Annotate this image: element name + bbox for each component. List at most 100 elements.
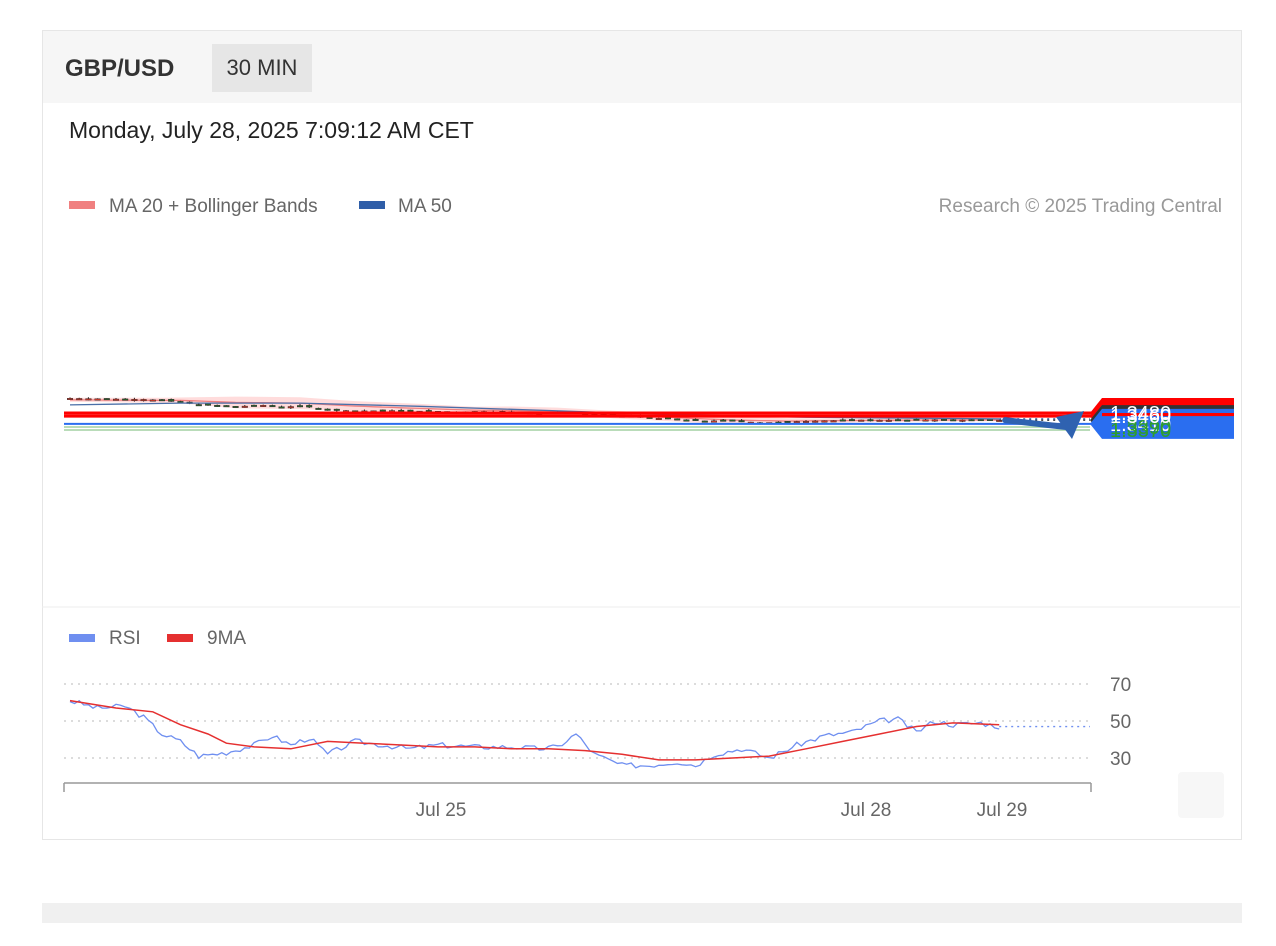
candle-body <box>140 399 147 402</box>
candle-body <box>379 409 386 412</box>
candle-body <box>297 405 304 408</box>
rsi-tick-50: 50 <box>1110 712 1131 733</box>
candle-body <box>941 418 948 421</box>
candle-body <box>112 398 119 401</box>
rsi-ma-legend-label: 9MA <box>207 628 246 649</box>
rsi-pane: 70 50 30 <box>64 675 1131 770</box>
candle-body <box>398 409 405 412</box>
candle-body <box>333 408 340 411</box>
rsi-ma-line <box>69 699 1000 761</box>
candle-body <box>885 419 892 422</box>
rsi-line <box>69 699 1000 769</box>
candle-body <box>306 405 313 408</box>
candle-body <box>232 406 239 408</box>
candle-body <box>122 398 129 401</box>
ma50-legend-label: MA 50 <box>398 196 452 217</box>
candle-body <box>674 418 681 421</box>
candle-body <box>85 398 92 401</box>
ma20-legend-label: MA 20 + Bollinger Bands <box>109 196 318 217</box>
resistance-tag-joiner <box>1102 413 1234 417</box>
copyright-note: Research © 2025 Trading Central <box>939 196 1222 217</box>
candle-body <box>407 409 414 412</box>
candle-body <box>821 420 828 423</box>
candle-body <box>692 419 699 421</box>
candle-body <box>278 406 285 409</box>
candle-body <box>214 404 221 407</box>
candle-body <box>94 398 101 401</box>
timeframe-badge[interactable]: 30 MIN <box>212 44 312 92</box>
candle-body <box>968 419 975 422</box>
candle-body <box>729 419 736 422</box>
rsi-tick-30: 30 <box>1110 749 1131 770</box>
rsi-legend-label: RSI <box>109 628 141 649</box>
forecast-arrow-head <box>1056 411 1084 439</box>
candle-body <box>260 405 267 407</box>
candle-body <box>250 404 257 407</box>
level-pivot-1-3410-tag <box>1090 408 1234 439</box>
candle-body <box>950 419 957 422</box>
candle-body <box>149 399 156 402</box>
candle-body <box>324 408 331 411</box>
level-pivot-1-3410-label: 1.3410 <box>1110 414 1171 436</box>
candle-body <box>158 399 165 402</box>
moving-averages <box>69 402 1000 420</box>
candle-body <box>241 405 248 408</box>
candle-body <box>223 405 230 408</box>
forecast-arrow-shaft <box>1002 417 1069 430</box>
candle-body <box>66 398 73 400</box>
candle-body <box>987 419 994 421</box>
x-tick-jul-29: Jul 29 <box>977 800 1028 821</box>
candle-body <box>701 420 708 423</box>
timestamp: Monday, July 28, 2025 7:09:12 AM CET <box>69 117 474 143</box>
candle-body <box>720 419 727 422</box>
rsi-legend-swatch <box>69 634 95 642</box>
level-support-1-3370-label: 1.3370 <box>1110 420 1171 442</box>
candle-body <box>76 398 83 401</box>
candle-body <box>738 420 745 423</box>
resistance-label-1-3480: 1.3480 <box>1110 403 1171 425</box>
candle-body <box>683 419 690 422</box>
candle-body <box>269 405 276 408</box>
candle-body <box>830 420 837 423</box>
footer-bar <box>42 903 1242 923</box>
candle-body <box>867 419 874 422</box>
candle-body <box>931 419 938 422</box>
candle-body <box>287 406 294 409</box>
candle-body <box>803 421 810 423</box>
chart-header: GBP/USD 30 MIN <box>43 31 1241 103</box>
chart-card: GBP/USD 30 MIN Monday, July 28, 2025 7:0… <box>42 30 1242 840</box>
instrument-title: GBP/USD <box>65 55 175 82</box>
candle-body <box>812 420 819 423</box>
rsi-tick-70: 70 <box>1110 675 1131 696</box>
x-tick-jul-25: Jul 25 <box>416 800 467 821</box>
candle-body <box>103 398 110 401</box>
candle-body <box>655 418 662 420</box>
resistance-label-1-3460: 1.3460 <box>1110 406 1171 428</box>
candle-body <box>784 421 791 423</box>
candle-body <box>711 420 718 423</box>
level-support-1-3390-label: 1.3390 <box>1110 417 1171 439</box>
candle-body <box>204 403 211 406</box>
candle-body <box>895 419 902 422</box>
candle-body <box>849 419 856 422</box>
ma50-legend-swatch <box>359 201 385 209</box>
candle-body <box>959 419 966 422</box>
price-levels: 1.34801.34601.34341.34101.33901.33701.34… <box>64 398 1234 442</box>
candle-body <box>195 404 202 407</box>
candle-body <box>839 419 846 422</box>
chart-options-button[interactable] <box>1178 772 1224 818</box>
candle-body <box>913 418 920 421</box>
candle-body <box>904 419 911 422</box>
candle-body <box>131 399 138 401</box>
candle-body <box>858 419 865 422</box>
candle-body <box>315 407 322 410</box>
candle-body <box>793 421 800 424</box>
rsi-ma-legend-swatch <box>167 634 193 642</box>
x-axis-labels: Jul 25 Jul 28 Jul 29 <box>416 800 1028 821</box>
candle-body <box>876 419 883 422</box>
candle-body <box>922 419 929 422</box>
candle-body <box>168 399 175 402</box>
ma50-line <box>69 402 1000 420</box>
x-tick-jul-28: Jul 28 <box>841 800 892 821</box>
ma20-legend-swatch <box>69 201 95 209</box>
